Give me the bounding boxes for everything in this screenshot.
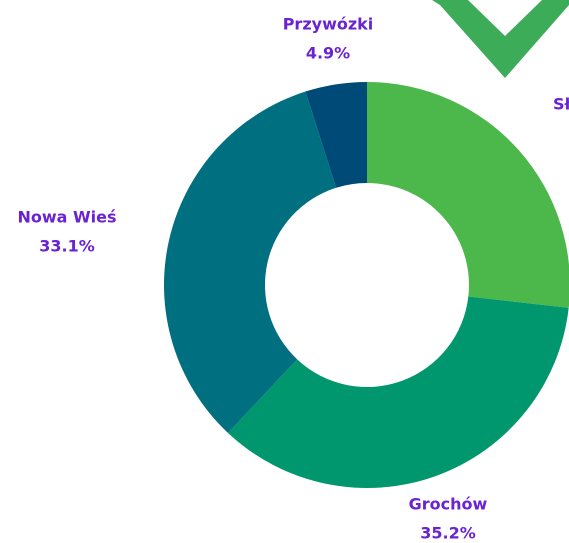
donut-slice — [305, 82, 367, 188]
slice-label: Przywózki — [283, 15, 374, 34]
slice-value-label: 35.2% — [420, 524, 476, 543]
donut-slice — [367, 82, 569, 308]
arrow-icon — [432, 0, 569, 78]
slice-value-label: 33.1% — [39, 237, 95, 256]
donut-slice — [164, 91, 337, 433]
slice-label: Nowa Wieś — [17, 208, 116, 227]
donut-slice — [228, 296, 569, 488]
slice-label: Sł — [553, 95, 569, 114]
slice-label: Grochów — [409, 495, 488, 514]
slice-value-label: 4.9% — [306, 44, 350, 63]
